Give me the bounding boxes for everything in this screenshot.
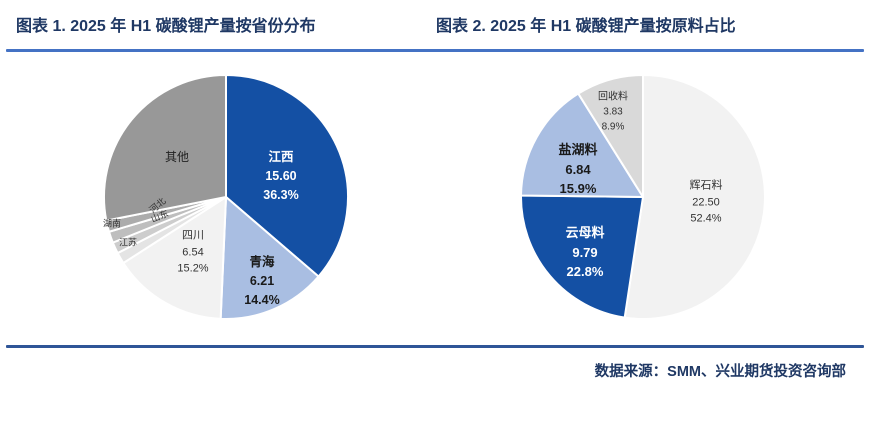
chart1-title: 图表 1. 2025 年 H1 碳酸锂产量按省份分布 [16,18,316,35]
pie-slice-辉石料 [623,74,766,320]
pie-slice-盐湖料 [520,92,644,198]
pie-svg-1 [103,74,349,320]
top-rule [6,49,864,52]
data-source: 数据来源：SMM、兴业期货投资咨询部 [594,364,846,380]
pie-slice-江西 [225,74,349,278]
pie-svg-2 [520,74,766,320]
pie-slice-青海 [219,196,320,320]
bottom-rule [6,345,864,348]
pie-slice-四川 [122,196,227,320]
pie-slice-回收料 [577,74,644,198]
chart2-title: 图表 2. 2025 年 H1 碳酸锂产量按原料占比 [436,18,736,35]
pie-slice-其他 [103,74,227,222]
pie-slice-云母料 [520,194,644,319]
